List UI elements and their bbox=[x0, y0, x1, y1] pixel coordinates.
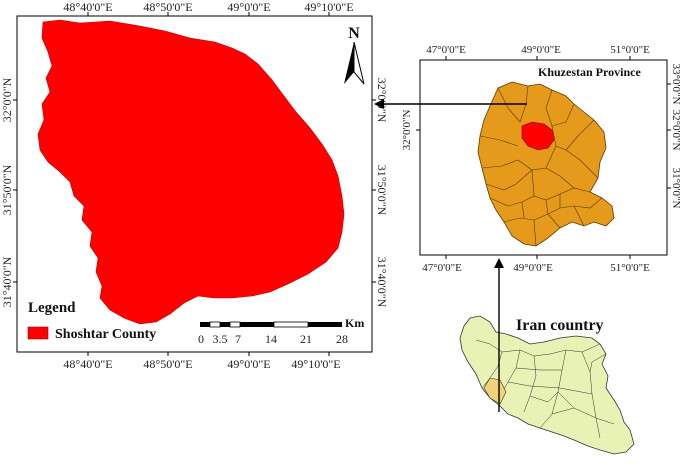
province-shoshtar-highlight bbox=[521, 121, 555, 151]
prov-top-label-1: 47°0'0"E bbox=[426, 44, 466, 56]
scale-tick-0: 0 bbox=[198, 332, 204, 346]
scale-tick-1: 3.5 bbox=[213, 332, 228, 346]
arrow-province-to-main bbox=[374, 99, 527, 109]
prov-left-label-1: 32°0'0"N bbox=[401, 110, 413, 151]
main-map: 48°40'0"E 48°50'0"E 49°0'0"E 49°10'0"E 4… bbox=[0, 0, 389, 371]
country-title: Iran country bbox=[516, 317, 604, 334]
province-title: Khuzestan Province bbox=[538, 65, 641, 79]
prov-bottom-label-3: 51°0'0"E bbox=[610, 262, 650, 274]
prov-bottom-label-1: 47°0'0"E bbox=[422, 262, 462, 274]
legend-item-label: Shoshtar County bbox=[55, 327, 156, 342]
prov-right-label-2: 32°0'0"N bbox=[670, 110, 682, 151]
main-left-label-2: 31°50'0"N bbox=[0, 164, 14, 215]
main-top-label-4: 49°10'0"E bbox=[304, 0, 353, 14]
main-bottom-label-3: 49°0'0"E bbox=[227, 357, 270, 371]
province-map: 47°0'0"E 49°0'0"E 51°0'0"E 47°0'0"E 49°0… bbox=[374, 44, 682, 274]
scale-tick-4: 21 bbox=[300, 332, 312, 346]
main-bottom-label-2: 48°50'0"E bbox=[143, 357, 192, 371]
scale-tick-3: 14 bbox=[265, 332, 277, 346]
scale-tick-2: 7 bbox=[235, 332, 241, 346]
prov-top-label-3: 51°0'0"E bbox=[610, 44, 650, 56]
iran-khuzestan-location bbox=[483, 377, 507, 405]
legend-swatch bbox=[27, 326, 49, 340]
country-map: Iran country bbox=[459, 258, 635, 455]
svg-text:N: N bbox=[348, 25, 360, 42]
main-right-label-3: 31°40'0"N bbox=[375, 257, 389, 308]
main-top-label-2: 48°50'0"E bbox=[143, 0, 192, 14]
main-top-label-1: 48°40'0"E bbox=[63, 0, 112, 14]
main-right-label-2: 31°50'0"N bbox=[375, 165, 389, 216]
north-arrow-icon: N bbox=[344, 25, 365, 85]
legend-title: Legend bbox=[28, 300, 76, 316]
scale-tick-5: 28 bbox=[336, 332, 348, 346]
iran-country-shape bbox=[459, 315, 635, 455]
shoshtar-county-shape bbox=[37, 19, 345, 325]
main-top-label-3: 49°0'0"E bbox=[227, 0, 270, 14]
prov-bottom-label-2: 49°0'0"E bbox=[513, 262, 553, 274]
prov-right-label-3: 31°0'0"N bbox=[670, 168, 682, 209]
main-left-label-1: 32°0'0"N bbox=[0, 77, 14, 122]
scale-unit: Km bbox=[345, 316, 364, 330]
prov-right-label-1: 33°0'0"N bbox=[670, 64, 682, 105]
prov-top-label-2: 49°0'0"E bbox=[521, 44, 561, 56]
main-bottom-label-4: 49°10'0"E bbox=[291, 357, 340, 371]
arrow-country-to-province bbox=[494, 258, 504, 412]
main-bottom-label-1: 48°40'0"E bbox=[63, 357, 112, 371]
scale-bar: Km 0 3.5 7 14 21 28 bbox=[198, 316, 364, 346]
legend: Legend Shoshtar County bbox=[27, 300, 156, 342]
main-left-label-3: 31°40'0"N bbox=[0, 256, 14, 307]
